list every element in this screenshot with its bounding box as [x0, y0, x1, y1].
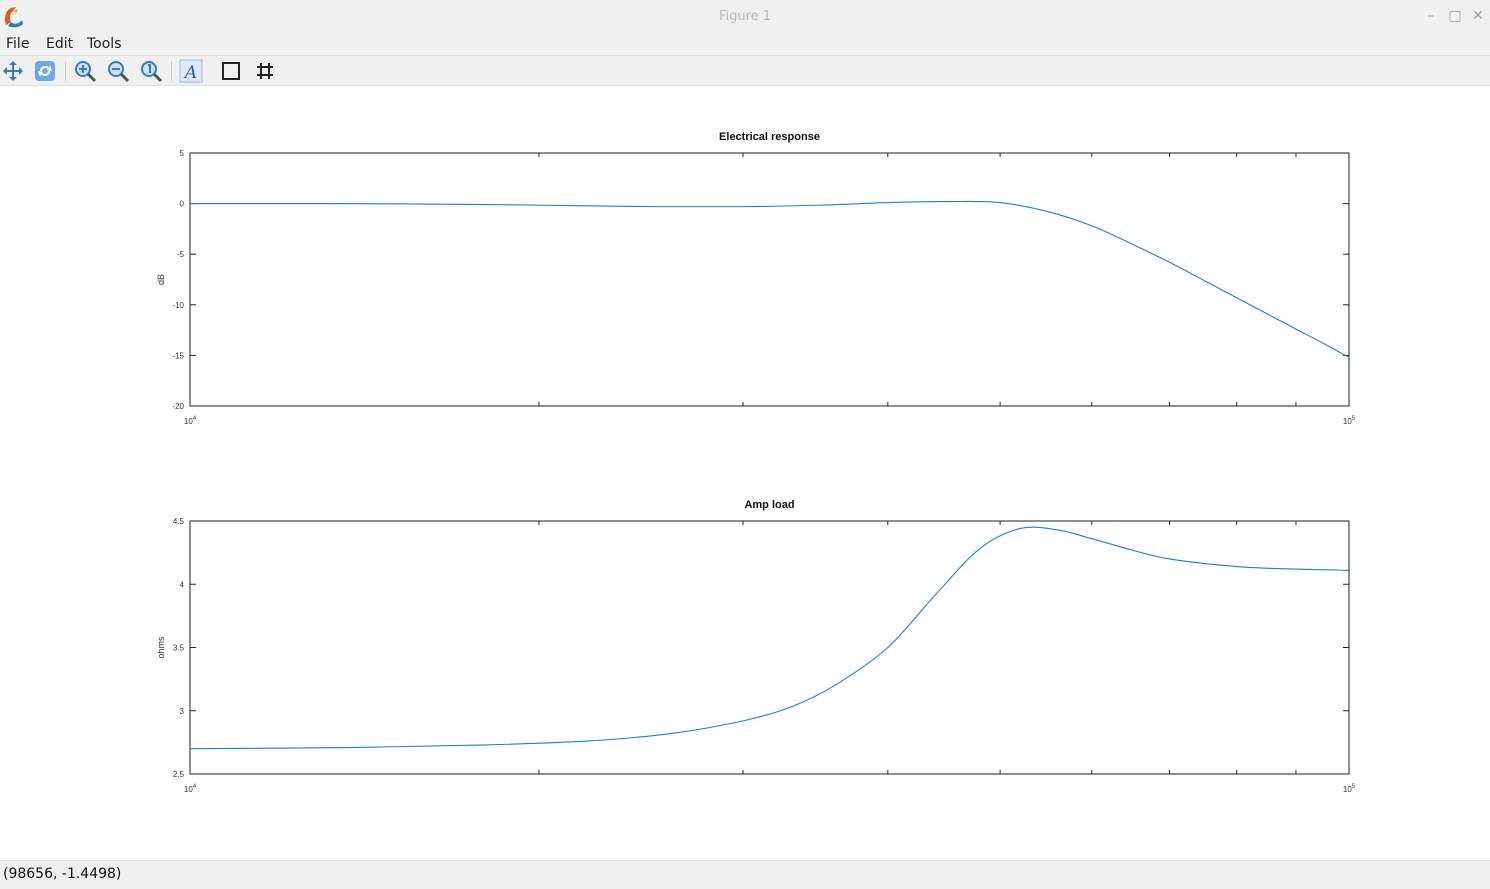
chart-1-y-tick-label: -20	[172, 402, 184, 411]
octave-app-icon	[5, 7, 23, 28]
cursor-coordinates: (98656, -1.4498)	[3, 866, 122, 882]
minimize-icon[interactable]: –	[1427, 8, 1435, 24]
box-icon[interactable]	[219, 59, 243, 83]
chart-2-y-tick-label: 4.5	[173, 517, 185, 526]
chart-1-x-tick-label: 104	[184, 416, 197, 426]
chart-2-y-tick-label: 2.5	[173, 770, 185, 779]
chart-1-x-tick-label: 105	[1343, 416, 1356, 426]
chart-1-y-tick-label: -10	[172, 301, 184, 310]
grid-icon[interactable]	[253, 59, 277, 83]
chart-1-y-tick-label: -5	[177, 250, 185, 259]
chart-1-y-tick-label: 5	[180, 149, 185, 158]
window-title: Figure 1	[718, 9, 772, 24]
close-icon[interactable]: ✕	[1472, 8, 1484, 24]
svg-text:A: A	[183, 63, 197, 83]
figure-canvas[interactable]: 104 105 5 0 -5 -10 -15 -20 Electrical response dB…	[0, 86, 1490, 860]
chart-1-y-tick-label: 0	[180, 200, 185, 209]
zoom-in-icon[interactable]	[73, 59, 97, 83]
menu-bar: File Edit Tools	[0, 33, 1490, 55]
chart-1-y-tick-label: -15	[172, 351, 184, 360]
chart-2-x-tick-label: 105	[1343, 784, 1356, 794]
maximize-icon[interactable]: □	[1448, 8, 1462, 24]
chart-2-plot-area	[189, 520, 1350, 775]
chart-2-y-tick-label: 4	[180, 580, 185, 589]
chart-2-x-tick-label: 104	[184, 784, 197, 794]
status-bar: (98656, -1.4498)	[0, 860, 1490, 889]
toolbar: A	[0, 55, 1490, 86]
chart-2-title: Amp load	[744, 499, 794, 511]
pan-icon[interactable]	[1, 59, 25, 83]
chart-1-series-line	[189, 200, 1350, 358]
text-icon[interactable]: A	[179, 59, 203, 83]
chart-2-y-tick-label: 3.5	[173, 644, 185, 653]
title-bar: Figure 1 – □ ✕	[0, 0, 1490, 33]
chart-2-y-axis-label: ohms	[156, 636, 166, 659]
chart-1-y-axis-label: dB	[156, 274, 166, 285]
menu-tools[interactable]: Tools	[87, 36, 122, 52]
chart-1-plot-area	[189, 152, 1350, 407]
rotate-icon[interactable]	[33, 59, 57, 83]
chart-2-y-tick-label: 3	[180, 707, 185, 716]
menu-edit[interactable]: Edit	[46, 36, 74, 52]
zoom-out-icon[interactable]	[106, 59, 130, 83]
zoom-reset-icon[interactable]	[139, 59, 163, 83]
chart-2-series-line	[189, 526, 1350, 750]
menu-file[interactable]: File	[6, 36, 30, 52]
chart-1-title: Electrical response	[719, 131, 820, 143]
